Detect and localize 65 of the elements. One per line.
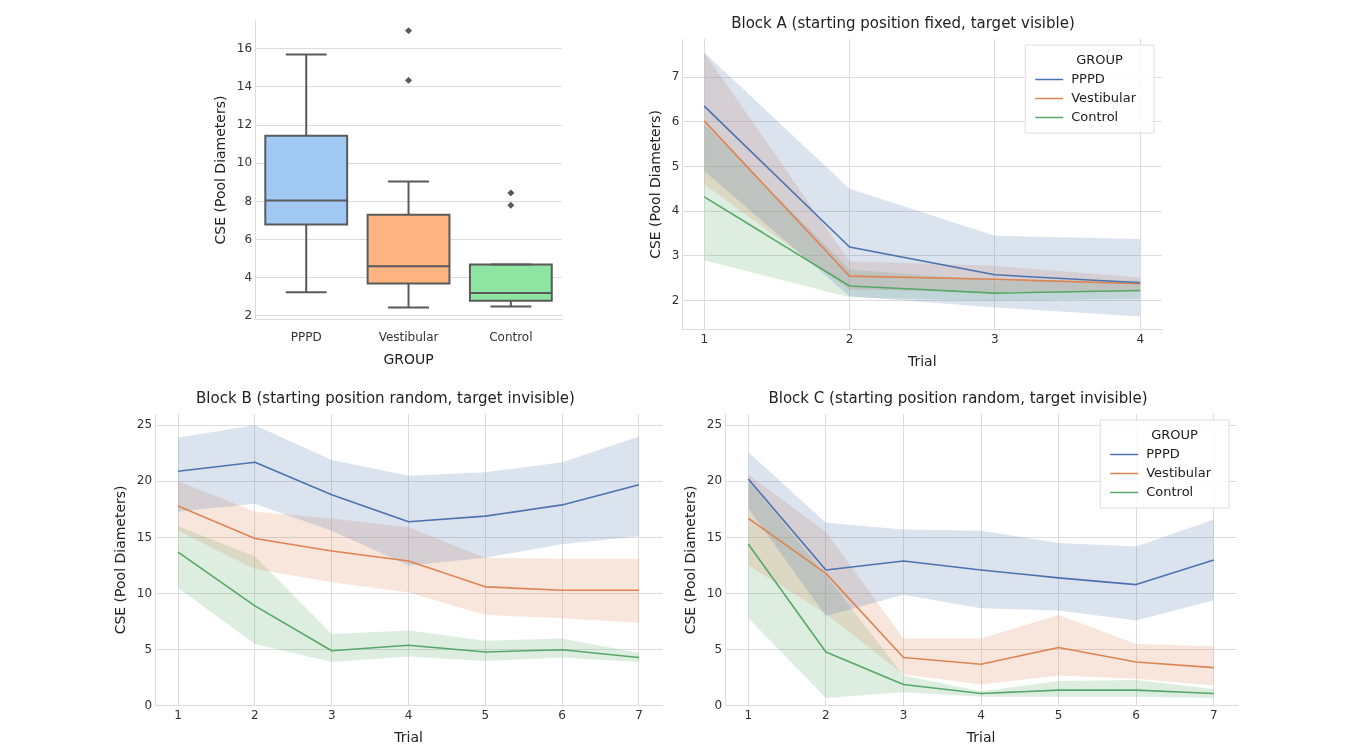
legend-label: Control [1071, 108, 1119, 124]
y-tick-label: 10 [706, 585, 723, 600]
legend-label: PPPD [1146, 445, 1180, 461]
y-axis-title: CSE (Pool Diameters) [212, 95, 229, 245]
x-axis-title: Trial [906, 353, 937, 370]
legend-label: Vestibular [1146, 464, 1212, 480]
chart-title: Block C (starting position random, target invisible) [768, 388, 1148, 407]
y-tick-label: 6 [244, 231, 253, 246]
y-tick-label: 20 [136, 473, 153, 488]
y-axis-title: CSE (Pool Diameters) [112, 485, 129, 635]
x-tick-label: PPPD [290, 330, 322, 345]
x-tick-label: 3 [327, 708, 336, 723]
x-tick-label: 3 [899, 708, 908, 723]
y-tick-label: 4 [671, 203, 680, 218]
x-axis-title: GROUP [383, 351, 434, 368]
x-tick-label: 5 [481, 708, 490, 723]
chart-title: Block A (starting position fixed, target visible) [731, 13, 1075, 32]
x-tick-label: 2 [845, 332, 854, 347]
y-tick-label: 15 [136, 529, 153, 544]
x-tick-label: 6 [1132, 708, 1140, 723]
y-tick-label: 6 [671, 113, 680, 128]
x-tick-label: 4 [977, 708, 985, 723]
x-tick-label: Control [489, 330, 533, 345]
x-tick-label: 5 [1054, 708, 1063, 723]
x-tick-label: 7 [1209, 708, 1218, 723]
y-tick-label: 15 [706, 529, 723, 544]
legend-label: Vestibular [1071, 89, 1137, 105]
x-axis-title: Trial [393, 729, 423, 746]
x-tick-label: 3 [991, 332, 999, 347]
x-tick-label: 1 [700, 332, 709, 347]
y-tick-label: 4 [244, 269, 253, 284]
y-axis-title: CSE (Pool Diameters) [682, 485, 699, 635]
legend-label: Control [1146, 483, 1194, 499]
x-tick-label: Vestibular [378, 330, 439, 345]
y-tick-label: 20 [706, 473, 723, 488]
chart-title: Block B (starting position random, target invisible) [196, 388, 575, 407]
x-tick-label: 1 [174, 708, 182, 723]
x-tick-label: 7 [635, 708, 643, 723]
y-tick-label: 3 [671, 248, 680, 263]
x-axis-title: Trial [965, 729, 996, 746]
legend-title: GROUP [1076, 51, 1124, 67]
y-tick-label: 10 [236, 155, 253, 170]
x-tick-label: 4 [1136, 332, 1145, 347]
y-tick-label: 12 [236, 117, 253, 132]
y-tick-label: 5 [144, 641, 153, 656]
y-tick-label: 2 [244, 308, 253, 323]
y-tick-label: 14 [236, 79, 253, 94]
legend-label: PPPD [1071, 70, 1105, 86]
y-tick-label: 25 [706, 417, 723, 432]
y-tick-label: 0 [714, 697, 723, 712]
y-tick-label: 2 [671, 292, 680, 307]
y-tick-label: 10 [136, 585, 153, 600]
y-tick-label: 5 [671, 158, 680, 173]
x-tick-label: 4 [404, 708, 413, 723]
y-tick-label: 5 [714, 641, 723, 656]
y-tick-label: 16 [236, 40, 253, 55]
y-tick-label: 0 [144, 697, 153, 712]
x-tick-label: 6 [558, 708, 566, 723]
legend-title: GROUP [1151, 426, 1199, 442]
y-tick-label: 7 [671, 69, 680, 84]
x-tick-label: 2 [822, 708, 830, 723]
y-tick-label: 8 [244, 193, 253, 208]
y-axis-title: CSE (Pool Diameters) [647, 109, 664, 259]
x-tick-label: 1 [744, 708, 753, 723]
y-tick-label: 25 [136, 417, 153, 432]
